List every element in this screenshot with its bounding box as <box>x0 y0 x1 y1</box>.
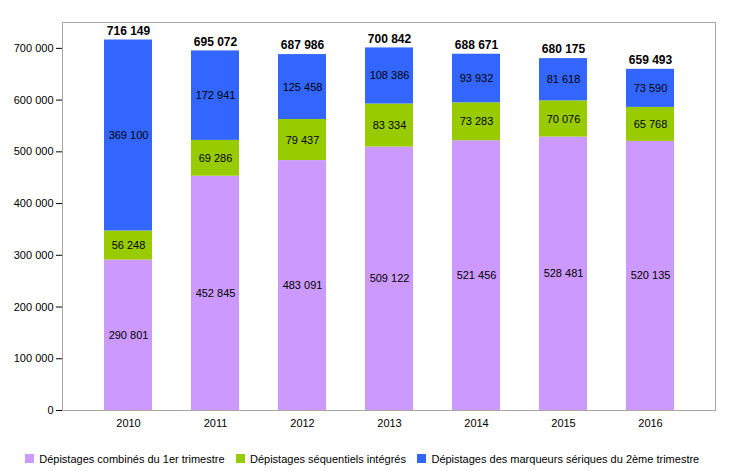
svg-text:2016: 2016 <box>638 417 662 429</box>
svg-text:509 122: 509 122 <box>370 272 410 284</box>
html-text:Dépistages des marqueurs sériq: Dépistages des marqueurs sériques du 2èm… <box>431 452 700 465</box>
svg-text:369 100: 369 100 <box>109 129 149 141</box>
svg-text:172 941: 172 941 <box>196 89 236 101</box>
svg-text:125 458: 125 458 <box>283 81 323 93</box>
svg-text:600 000: 600 000 <box>14 94 54 106</box>
svg-text:200 000: 200 000 <box>14 301 54 313</box>
svg-text:716 149: 716 149 <box>107 24 151 38</box>
svg-text:79 437: 79 437 <box>286 134 320 146</box>
svg-text:300 000: 300 000 <box>14 249 54 261</box>
svg-text:69 286: 69 286 <box>199 152 233 164</box>
svg-text:2011: 2011 <box>204 417 228 429</box>
svg-text:500 000: 500 000 <box>14 145 54 157</box>
svg-text:2014: 2014 <box>464 417 488 429</box>
html-text:Dépistages combinés du 1er tri: Dépistages combinés du 1er trimestre <box>39 452 225 465</box>
html-text:Dépistages séquentiels intégré: Dépistages séquentiels intégrés <box>250 452 406 465</box>
svg-text:700 842: 700 842 <box>368 32 412 46</box>
svg-text:100 000: 100 000 <box>14 352 54 364</box>
svg-text:659 493: 659 493 <box>629 53 673 67</box>
svg-text:2010: 2010 <box>116 417 140 429</box>
svg-text:65 768: 65 768 <box>634 118 668 130</box>
svg-text:73 590: 73 590 <box>634 82 668 94</box>
svg-text:528 481: 528 481 <box>544 267 584 279</box>
svg-text:0: 0 <box>47 404 53 416</box>
svg-text:83 334: 83 334 <box>373 119 407 131</box>
svg-text:695 072: 695 072 <box>194 35 238 49</box>
svg-text:2015: 2015 <box>551 417 575 429</box>
svg-text:452 845: 452 845 <box>196 287 236 299</box>
svg-text:70 076: 70 076 <box>547 112 581 124</box>
svg-text:700 000: 700 000 <box>14 42 54 54</box>
svg-text:108 386: 108 386 <box>370 69 410 81</box>
svg-text:81 618: 81 618 <box>547 73 581 85</box>
svg-text:520 135: 520 135 <box>631 269 671 281</box>
svg-text:687 986: 687 986 <box>281 38 325 52</box>
svg-text:73 283: 73 283 <box>460 115 494 127</box>
svg-text:483 091: 483 091 <box>283 279 323 291</box>
svg-text:680 175: 680 175 <box>542 42 586 56</box>
svg-text:290 801: 290 801 <box>109 329 149 341</box>
svg-text:2013: 2013 <box>377 417 401 429</box>
svg-text:93 932: 93 932 <box>460 72 494 84</box>
svg-text:2012: 2012 <box>290 417 314 429</box>
svg-text:521 456: 521 456 <box>457 269 497 281</box>
svg-text:56 248: 56 248 <box>112 239 146 251</box>
svg-text:688 671: 688 671 <box>455 38 499 52</box>
svg-text:400 000: 400 000 <box>14 197 54 209</box>
